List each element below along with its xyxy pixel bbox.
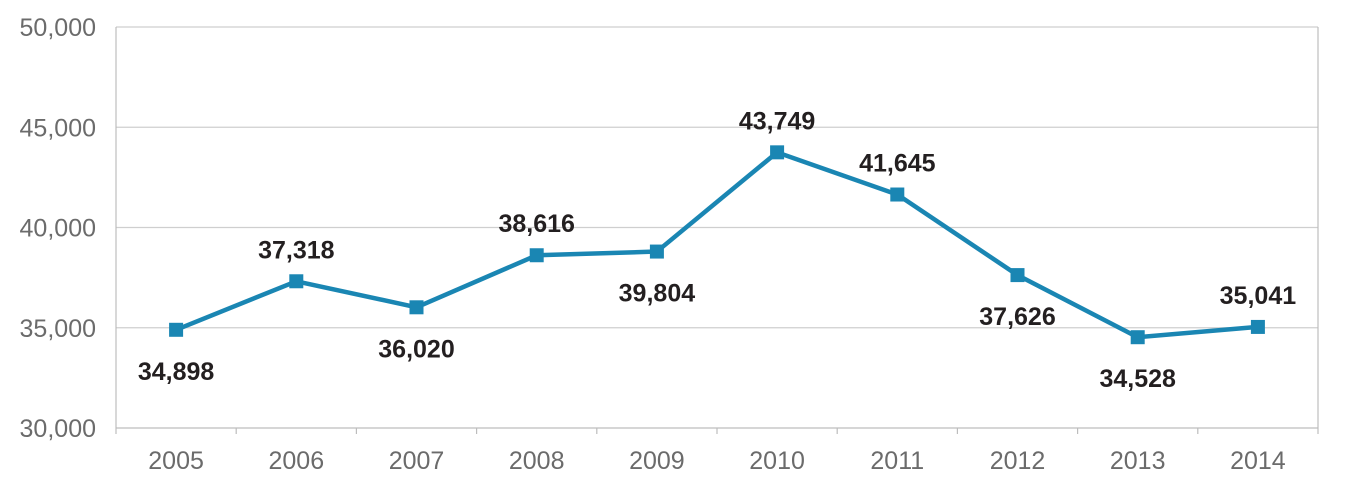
x-axis-tick-labels: 2005 2006 2007 2008 2009 2010 2011 2012 2013 2014	[148, 447, 1286, 475]
data-label-2011: 41,645	[859, 150, 936, 178]
data-point-2014	[1250, 319, 1265, 334]
y-axis-tick-labels: 30,000 35,000 40,000 45,000 50,000	[20, 14, 96, 443]
axes	[115, 27, 1319, 434]
x-tick-label-2014: 2014	[1230, 447, 1286, 475]
data-label-2010: 43,749	[739, 107, 815, 135]
data-point-2012	[1010, 268, 1025, 283]
y-tick-label: 35,000	[20, 315, 96, 343]
y-tick-label: 40,000	[20, 215, 96, 243]
data-label-2005: 34,898	[138, 358, 215, 386]
data-label-2014: 35,041	[1220, 282, 1297, 310]
x-tick-label-2005: 2005	[148, 447, 204, 475]
x-tick-label-2012: 2012	[990, 447, 1046, 475]
x-tick-label-2009: 2009	[629, 447, 685, 475]
data-label-2013: 34,528	[1099, 365, 1176, 393]
x-tick-label-2007: 2007	[389, 447, 445, 475]
data-point-2007	[409, 300, 424, 315]
data-labels: 34,898 37,318 36,020 38,616 39,804 43,749 41,6…	[138, 107, 1296, 393]
data-point-2011	[890, 187, 905, 202]
y-tick-label: 45,000	[20, 114, 96, 142]
data-point-2010	[770, 145, 785, 160]
series-line	[175, 150, 1259, 340]
x-tick-label-2010: 2010	[749, 447, 805, 475]
data-point-2006	[289, 274, 304, 289]
data-point-2013	[1130, 330, 1145, 345]
data-point-2009	[649, 244, 664, 259]
data-point-2008	[529, 248, 544, 263]
x-tick-label-2008: 2008	[509, 447, 565, 475]
y-tick-label: 50,000	[20, 14, 96, 42]
data-label-2009: 39,804	[619, 280, 696, 308]
series-line-layer	[169, 145, 1265, 345]
y-tick-label: 30,000	[20, 415, 96, 443]
x-tick-label-2006: 2006	[268, 447, 324, 475]
data-label-2008: 38,616	[498, 210, 574, 238]
data-label-2007: 36,020	[378, 335, 454, 363]
data-label-2006: 37,318	[258, 236, 335, 264]
data-point-2005	[169, 322, 184, 337]
data-label-2012: 37,626	[979, 303, 1055, 331]
x-tick-label-2013: 2013	[1110, 447, 1166, 475]
x-tick-label-2011: 2011	[870, 447, 924, 475]
